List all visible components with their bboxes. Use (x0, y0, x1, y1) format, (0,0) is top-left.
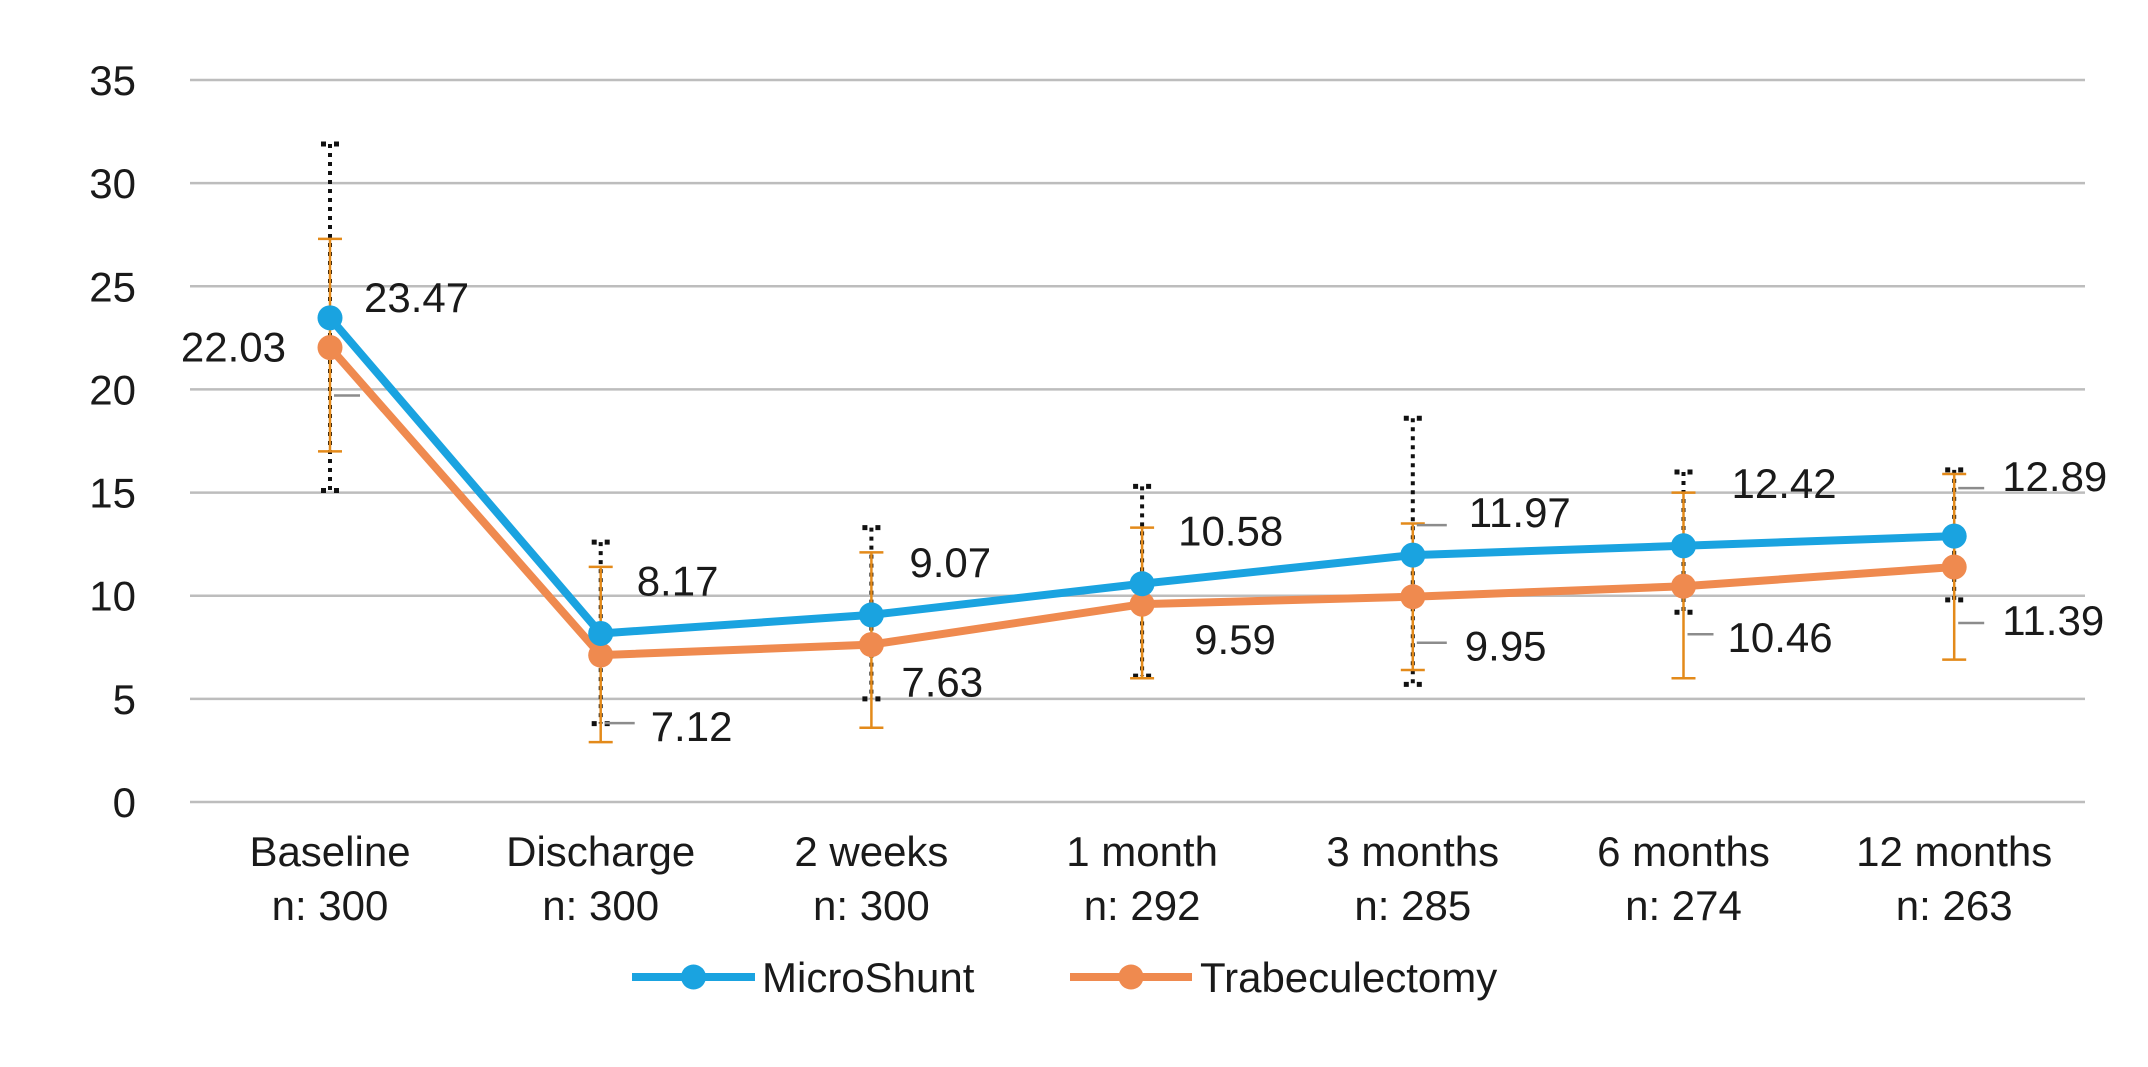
x-category-count: n: 300 (813, 882, 930, 929)
trabeculectomy-point (858, 632, 884, 658)
x-category-label: 12 months (1856, 828, 2052, 875)
microshunt-data-label: 10.58 (1178, 508, 1283, 555)
x-category-label: 6 months (1597, 828, 1770, 875)
trabeculectomy-data-label: 7.63 (901, 659, 983, 706)
microshunt-data-label: 23.47 (364, 274, 469, 321)
x-category-count: n: 274 (1625, 882, 1742, 929)
grid-layer (190, 78, 2085, 804)
x-category-label: Baseline (249, 828, 410, 875)
x-category-label: 1 month (1066, 828, 1218, 875)
y-axis-ticks: 0 5 10 15 20 25 30 35 (89, 57, 136, 826)
trabeculectomy-legend-label: Trabeculectomy (1200, 954, 1497, 1001)
microshunt-legend-marker (681, 964, 706, 990)
trabeculectomy-legend-marker (1118, 964, 1144, 990)
trabeculectomy-data-label: 9.95 (1465, 623, 1547, 670)
y-tick-label: 10 (89, 573, 136, 620)
y-tick-label: 5 (113, 676, 136, 723)
trabeculectomy-point (317, 335, 343, 361)
x-category-label: Discharge (506, 828, 695, 875)
y-tick-label: 15 (89, 470, 136, 517)
trabeculectomy-point (1129, 591, 1155, 617)
y-tick-label: 35 (89, 57, 136, 104)
error-bars (318, 141, 1967, 744)
series-lines (317, 305, 1967, 668)
trabeculectomy-point (1400, 584, 1426, 610)
data-labels: 23.47 8.17 9.07 10.58 11.97 12.42 12.89 22.03 7.… (181, 274, 2107, 750)
legend: MicroShunt Trabeculectomy (632, 954, 1497, 1001)
trabeculectomy-data-label: 10.46 (1728, 614, 1833, 661)
x-category-label: 3 months (1326, 828, 1499, 875)
microshunt-point (858, 602, 884, 628)
microshunt-point (1941, 523, 1967, 549)
x-category-count: n: 285 (1354, 882, 1471, 929)
microshunt-point (1400, 542, 1426, 568)
trabeculectomy-point (1671, 573, 1696, 599)
trabeculectomy-data-label: 9.59 (1194, 616, 1276, 663)
y-tick-label: 20 (89, 366, 136, 413)
microshunt-point (1671, 533, 1696, 559)
y-tick-label: 30 (89, 160, 136, 207)
microshunt-data-label: 12.42 (1732, 460, 1837, 507)
y-tick-label: 25 (89, 263, 136, 310)
x-category-label: 2 weeks (794, 828, 948, 875)
x-category-count: n: 292 (1084, 882, 1201, 929)
microshunt-point (588, 620, 614, 646)
microshunt-data-label: 8.17 (637, 557, 719, 604)
microshunt-legend-label: MicroShunt (762, 954, 975, 1001)
trabeculectomy-point (588, 642, 614, 668)
x-axis-categories: Baseline n: 300 Discharge n: 300 2 weeks n: 3… (249, 828, 2052, 929)
x-category-count: n: 300 (542, 882, 659, 929)
microshunt-data-label: 12.89 (2002, 453, 2107, 500)
microshunt-point (317, 305, 343, 331)
x-category-count: n: 263 (1896, 882, 2013, 929)
microshunt-point (1129, 571, 1155, 597)
microshunt-data-label: 9.07 (909, 539, 991, 586)
trabeculectomy-point (1941, 554, 1967, 580)
trabeculectomy-data-label: 7.12 (651, 703, 733, 750)
microshunt-data-label: 11.97 (1469, 489, 1571, 536)
x-category-count: n: 300 (272, 882, 389, 929)
trabeculectomy-data-label: 11.39 (2002, 597, 2104, 644)
trabeculectomy-data-label: 22.03 (181, 324, 286, 371)
y-tick-label: 0 (113, 779, 136, 826)
